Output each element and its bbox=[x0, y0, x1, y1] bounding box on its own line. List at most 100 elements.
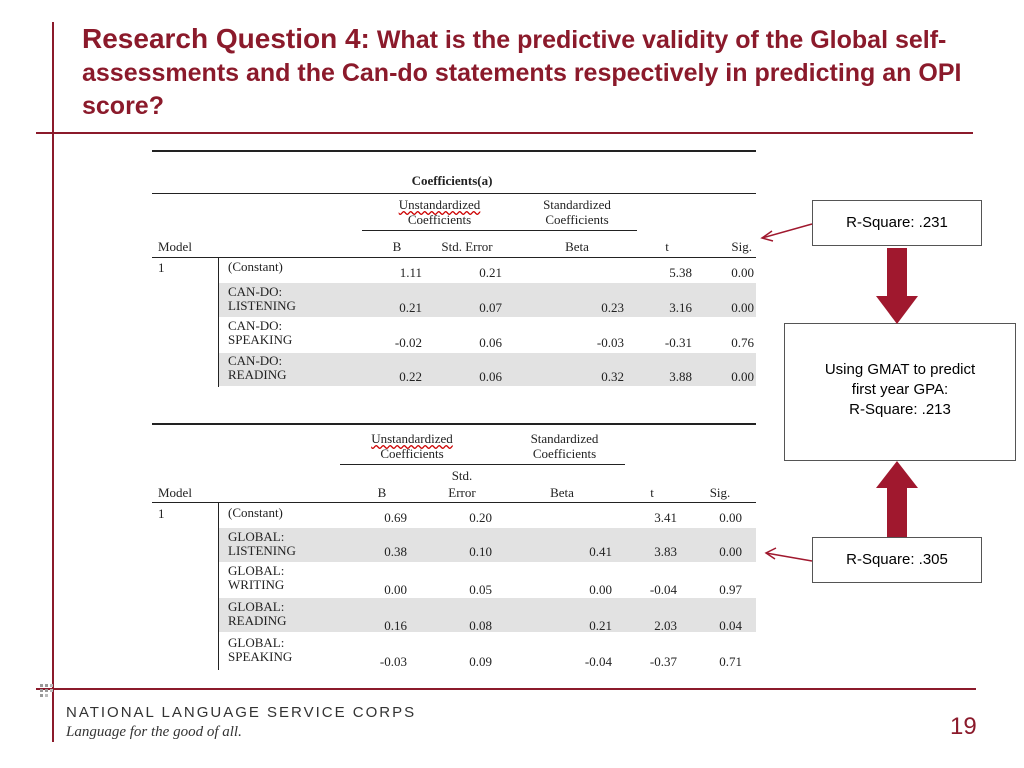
cell-beta: 0.41 bbox=[589, 544, 612, 559]
cell-b: 0.69 bbox=[384, 510, 407, 525]
cell-beta: 0.00 bbox=[589, 582, 612, 597]
cell-t: -0.04 bbox=[649, 582, 677, 597]
slide-title: Research Question 4: What is the predict… bbox=[82, 22, 962, 123]
header-b: B bbox=[377, 485, 387, 500]
cell-beta: -0.04 bbox=[584, 654, 612, 669]
cell-beta: 0.21 bbox=[589, 618, 612, 633]
page-number: 19 bbox=[950, 713, 977, 740]
group-header-unstd-2: Coefficients bbox=[380, 446, 444, 461]
cell-sig: 0.04 bbox=[719, 618, 742, 633]
cell-sig: 0.00 bbox=[731, 265, 754, 280]
row-label: CAN-DO: bbox=[228, 318, 283, 333]
row-shade bbox=[218, 283, 756, 317]
table-rule bbox=[152, 502, 756, 503]
gmat-line-2: first year GPA: bbox=[851, 381, 949, 398]
model-number: 1 bbox=[158, 506, 165, 521]
header-model: Model bbox=[158, 485, 192, 500]
cell-t: -0.31 bbox=[664, 335, 692, 350]
row-label: READING bbox=[228, 613, 287, 628]
cell-sig: 0.97 bbox=[719, 582, 742, 597]
cell-se: 0.10 bbox=[469, 544, 492, 559]
cell-b: -0.03 bbox=[379, 654, 407, 669]
cell-se: 0.05 bbox=[469, 582, 492, 597]
group-header-unstd-1: Unstandardized bbox=[371, 431, 453, 446]
cell-b: 1.11 bbox=[399, 265, 422, 280]
row-label: GLOBAL: bbox=[228, 599, 285, 614]
group-header-std-2: Coefficients bbox=[545, 212, 609, 227]
cell-se: 0.21 bbox=[479, 265, 502, 280]
header-sig: Sig. bbox=[731, 239, 752, 254]
group-header-unstd-2: Coefficients bbox=[407, 212, 472, 227]
table-rule bbox=[340, 464, 625, 465]
row-label: LISTENING bbox=[228, 298, 296, 313]
footer-divider bbox=[36, 688, 976, 690]
row-label: READING bbox=[228, 367, 287, 382]
org-tagline: Language for the good of all. bbox=[66, 724, 242, 740]
group-header-std-2: Coefficients bbox=[532, 446, 597, 461]
row-label: GLOBAL: bbox=[228, 563, 285, 578]
group-header-unstd-1: Unstandardized bbox=[398, 197, 481, 212]
header-beta: Beta bbox=[550, 485, 574, 500]
gmat-comparison-box: Using GMAT to predict first year GPA: R-… bbox=[784, 323, 1016, 461]
cell-se: 0.06 bbox=[479, 335, 502, 350]
table-rule bbox=[152, 193, 756, 194]
cell-sig: 0.00 bbox=[731, 369, 754, 384]
gmat-line-3: R-Square: .213 bbox=[849, 401, 951, 418]
cell-beta: -0.03 bbox=[596, 335, 624, 350]
model-number: 1 bbox=[158, 260, 165, 275]
cell-se: 0.08 bbox=[469, 618, 492, 633]
group-header-std-1: Standardized bbox=[530, 431, 599, 446]
cell-sig: 0.00 bbox=[731, 300, 754, 315]
cell-t: 3.83 bbox=[654, 544, 677, 559]
row-label: GLOBAL: bbox=[228, 529, 285, 544]
cell-t: 5.38 bbox=[669, 265, 692, 280]
row-label: CAN-DO: bbox=[228, 284, 283, 299]
cell-t: 3.88 bbox=[669, 369, 692, 384]
table-rule bbox=[362, 230, 637, 231]
table-rule bbox=[218, 257, 219, 387]
cell-sig: 0.00 bbox=[719, 510, 742, 525]
header-se: Std. Error bbox=[441, 239, 493, 254]
cell-t: -0.37 bbox=[649, 654, 677, 669]
logo-dots bbox=[40, 684, 53, 697]
cell-se: 0.09 bbox=[469, 654, 492, 669]
header-sig: Sig. bbox=[709, 485, 731, 500]
row-label: GLOBAL: bbox=[228, 635, 285, 650]
row-label: (Constant) bbox=[228, 259, 283, 274]
row-label: SPEAKING bbox=[228, 332, 293, 347]
table-rule bbox=[152, 423, 756, 425]
header-model: Model bbox=[158, 239, 192, 254]
cell-beta: 0.32 bbox=[601, 369, 624, 384]
left-accent-rule bbox=[52, 22, 54, 742]
gmat-line-1: Using GMAT to predict bbox=[824, 361, 976, 378]
cell-t: 3.16 bbox=[669, 300, 692, 315]
cell-b: -0.02 bbox=[394, 335, 422, 350]
up-arrow-block bbox=[876, 461, 918, 537]
cell-b: 0.22 bbox=[399, 369, 422, 384]
cell-sig: 0.00 bbox=[719, 544, 742, 559]
header-t: t bbox=[650, 485, 654, 500]
cell-sig: 0.71 bbox=[719, 654, 742, 669]
cell-se: 0.07 bbox=[479, 300, 502, 315]
cell-b: 0.38 bbox=[384, 544, 407, 559]
row-label: SPEAKING bbox=[228, 649, 293, 664]
title-lead: Research Question 4: bbox=[82, 23, 370, 54]
header-t: t bbox=[665, 239, 669, 254]
table-rule bbox=[152, 150, 756, 152]
r-square-global-box: R-Square: .305 bbox=[812, 537, 982, 583]
row-shade bbox=[218, 528, 756, 562]
coefficients-table-cando: Coefficients(a) Unstandardized Coefficie… bbox=[152, 150, 756, 387]
header-se-1: Std. bbox=[451, 468, 473, 483]
row-label: (Constant) bbox=[228, 505, 283, 520]
coefficients-table-global: Unstandardized Coefficients Standardized… bbox=[152, 420, 756, 675]
table-rule bbox=[152, 257, 756, 258]
cell-b: 0.00 bbox=[384, 582, 407, 597]
header-b: B bbox=[392, 239, 402, 254]
cell-b: 0.16 bbox=[384, 618, 407, 633]
r-square-cando-box: R-Square: .231 bbox=[812, 200, 982, 246]
row-label: CAN-DO: bbox=[228, 353, 283, 368]
cell-se: 0.20 bbox=[469, 510, 492, 525]
pointer-arrow-top bbox=[760, 223, 813, 242]
cell-t: 3.41 bbox=[654, 510, 677, 525]
